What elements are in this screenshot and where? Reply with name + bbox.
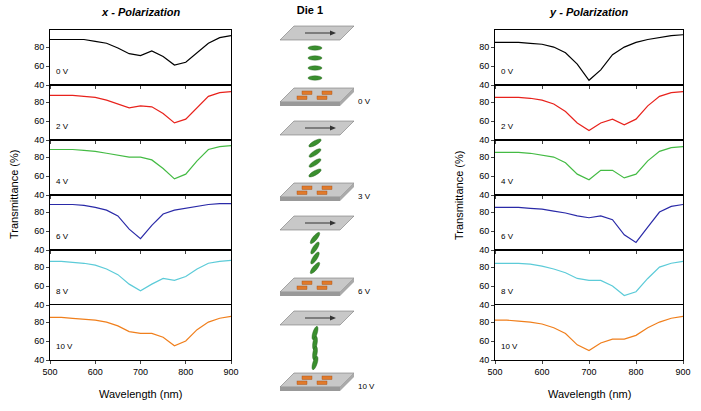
svg-text:4 V: 4 V <box>501 177 514 186</box>
svg-text:x - Polarization: x - Polarization <box>101 6 181 18</box>
svg-text:40: 40 <box>34 80 44 90</box>
svg-text:80: 80 <box>34 42 44 52</box>
svg-text:900: 900 <box>223 367 238 377</box>
svg-text:60: 60 <box>34 336 44 346</box>
svg-text:40: 40 <box>479 300 489 310</box>
svg-text:0 V: 0 V <box>56 67 69 76</box>
svg-text:60: 60 <box>34 171 44 181</box>
svg-text:80: 80 <box>479 152 489 162</box>
svg-text:0 V: 0 V <box>501 67 514 76</box>
svg-text:10 V: 10 V <box>56 342 73 351</box>
svg-text:8 V: 8 V <box>56 287 69 296</box>
svg-text:80: 80 <box>479 97 489 107</box>
svg-text:80: 80 <box>34 317 44 327</box>
svg-text:Wavelength (nm): Wavelength (nm) <box>99 388 182 400</box>
svg-text:10 V: 10 V <box>358 382 375 391</box>
svg-text:6 V: 6 V <box>501 232 514 241</box>
svg-text:60: 60 <box>34 281 44 291</box>
svg-text:6 V: 6 V <box>56 232 69 241</box>
svg-text:80: 80 <box>34 262 44 272</box>
svg-text:40: 40 <box>479 190 489 200</box>
svg-text:40: 40 <box>479 355 489 365</box>
svg-text:80: 80 <box>34 152 44 162</box>
svg-text:8 V: 8 V <box>501 287 514 296</box>
svg-text:700: 700 <box>133 367 148 377</box>
svg-text:0 V: 0 V <box>358 97 371 106</box>
svg-text:80: 80 <box>479 42 489 52</box>
svg-text:3 V: 3 V <box>358 192 371 201</box>
svg-text:600: 600 <box>88 367 103 377</box>
svg-text:800: 800 <box>178 367 193 377</box>
svg-text:900: 900 <box>675 367 690 377</box>
svg-text:500: 500 <box>42 367 57 377</box>
svg-text:80: 80 <box>479 262 489 272</box>
svg-text:60: 60 <box>34 116 44 126</box>
svg-text:40: 40 <box>479 80 489 90</box>
svg-text:80: 80 <box>479 207 489 217</box>
svg-text:40: 40 <box>479 245 489 255</box>
svg-text:60: 60 <box>34 61 44 71</box>
svg-text:y - Polarization: y - Polarization <box>549 6 629 18</box>
svg-text:Die 1: Die 1 <box>297 4 323 16</box>
svg-text:Wavelength (nm): Wavelength (nm) <box>548 388 631 400</box>
svg-text:40: 40 <box>34 245 44 255</box>
svg-text:40: 40 <box>34 300 44 310</box>
svg-text:Transmittance (%): Transmittance (%) <box>453 151 465 240</box>
svg-text:40: 40 <box>34 135 44 145</box>
svg-text:Transmittance (%): Transmittance (%) <box>8 150 20 239</box>
svg-text:60: 60 <box>479 171 489 181</box>
svg-text:40: 40 <box>34 355 44 365</box>
svg-text:60: 60 <box>479 226 489 236</box>
svg-text:80: 80 <box>479 317 489 327</box>
svg-text:4 V: 4 V <box>56 177 69 186</box>
svg-text:80: 80 <box>34 207 44 217</box>
svg-text:60: 60 <box>34 226 44 236</box>
svg-text:700: 700 <box>581 367 596 377</box>
svg-text:60: 60 <box>479 336 489 346</box>
svg-text:60: 60 <box>479 281 489 291</box>
svg-text:60: 60 <box>479 116 489 126</box>
svg-text:40: 40 <box>479 135 489 145</box>
svg-text:60: 60 <box>479 61 489 71</box>
svg-text:2 V: 2 V <box>56 122 69 131</box>
svg-text:2 V: 2 V <box>501 122 514 131</box>
svg-text:40: 40 <box>34 190 44 200</box>
svg-text:500: 500 <box>487 367 502 377</box>
svg-text:600: 600 <box>534 367 549 377</box>
svg-text:6 V: 6 V <box>358 287 371 296</box>
svg-text:800: 800 <box>628 367 643 377</box>
svg-text:80: 80 <box>34 97 44 107</box>
svg-text:10 V: 10 V <box>501 342 518 351</box>
